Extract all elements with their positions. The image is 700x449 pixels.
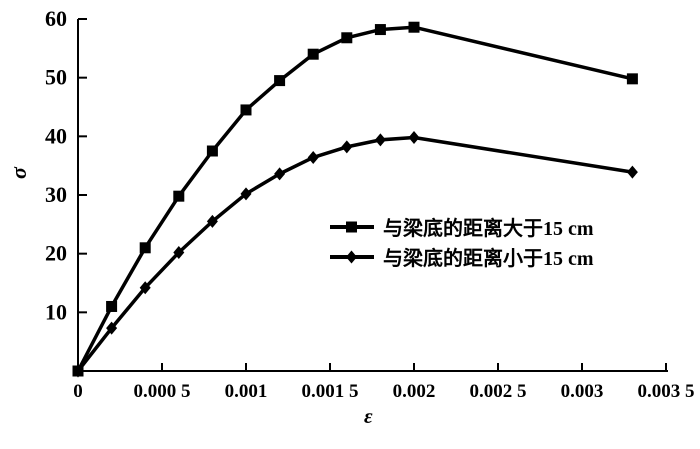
diamond-marker	[626, 165, 638, 179]
legend-label-above-15cm: 与梁底的距离大于15 cm	[383, 218, 594, 240]
x-tick-label: 0	[73, 381, 83, 402]
square-marker	[307, 48, 319, 60]
square-marker	[341, 32, 353, 44]
square-marker-icon	[330, 221, 374, 232]
x-tick-label: 0.002 5	[470, 381, 527, 402]
square-marker	[408, 21, 420, 33]
y-tick-label: 10	[45, 299, 67, 324]
diamond-marker	[206, 214, 218, 228]
diamond-marker	[374, 133, 386, 147]
y-tick-label: 30	[45, 182, 67, 207]
square-marker	[240, 104, 252, 116]
diamond-marker	[408, 131, 420, 145]
x-tick-label: 0.001	[225, 381, 268, 402]
x-tick-label: 0.001 5	[302, 381, 359, 402]
square-marker	[106, 300, 118, 312]
square-marker	[139, 242, 151, 254]
legend-item-below-15cm: 与梁底的距离小于15 cm	[330, 243, 594, 270]
series-line-diamond	[76, 135, 633, 373]
y-tick-label: 60	[45, 6, 67, 31]
square-marker	[274, 75, 286, 87]
diamond-marker	[274, 167, 286, 181]
y-tick-label: 20	[45, 241, 67, 266]
legend-item-above-15cm: 与梁底的距离大于15 cm	[330, 213, 594, 240]
y-axis-label: σ	[6, 167, 31, 179]
y-tick-label: 50	[45, 65, 67, 90]
diamond-marker	[307, 150, 319, 164]
diamond-marker	[173, 245, 185, 259]
legend: 与梁底的距离大于15 cm 与梁底的距离小于15 cm	[330, 213, 594, 270]
legend-label-below-15cm: 与梁底的距离小于15 cm	[383, 248, 594, 270]
square-marker	[206, 145, 218, 157]
diamond-marker-icon	[330, 250, 374, 263]
axes	[77, 19, 668, 372]
x-tick-label: 0.003	[561, 381, 604, 402]
diamond-marker	[139, 281, 151, 295]
diamond-marker	[341, 140, 353, 154]
square-marker	[626, 73, 638, 85]
diamond-marker	[106, 321, 118, 335]
x-tick-label: 0.003 5	[638, 381, 695, 402]
y-tick-label: 40	[45, 123, 67, 148]
x-tick-label: 0.000 5	[134, 381, 191, 402]
x-tick-label: 0.002	[393, 381, 436, 402]
diamond-marker	[72, 364, 84, 378]
series-line-square	[76, 25, 633, 372]
diamond-marker	[240, 187, 252, 201]
square-marker	[374, 24, 386, 36]
x-axis-label: ε	[364, 404, 373, 428]
square-marker	[173, 190, 185, 202]
